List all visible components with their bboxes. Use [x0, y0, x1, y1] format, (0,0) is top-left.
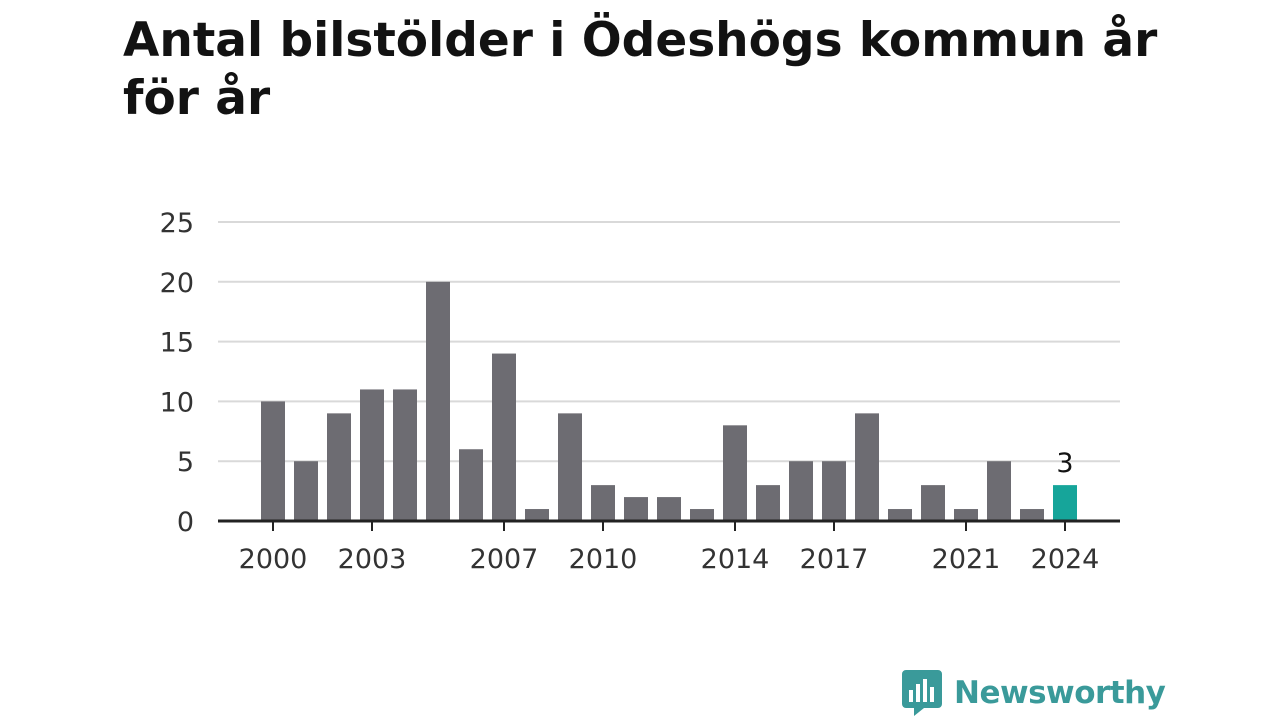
- y-tick-label: 10: [160, 387, 194, 418]
- newsworthy-logo: Newsworthy: [902, 670, 1166, 716]
- bar: [1020, 509, 1044, 521]
- data-label: 3: [1056, 448, 1073, 479]
- y-tick-label: 0: [177, 507, 194, 538]
- bar: [492, 353, 516, 521]
- bar: [591, 485, 615, 521]
- x-tick-label: 2000: [239, 544, 308, 575]
- bar: [558, 413, 582, 521]
- x-tick-label: 2024: [1031, 544, 1100, 575]
- bar: [294, 461, 318, 521]
- brand-name: Newsworthy: [954, 675, 1166, 711]
- x-tick-label: 2017: [800, 544, 869, 575]
- bar: [657, 497, 681, 521]
- bar: [789, 461, 813, 521]
- bar: [690, 509, 714, 521]
- chart-title: Antal bilstölder i Ödeshögs kommun år fö…: [123, 13, 1158, 126]
- bar: [393, 389, 417, 521]
- newsworthy-logo-icon: [902, 670, 942, 716]
- bar: [822, 461, 846, 521]
- y-tick-label: 15: [160, 328, 194, 359]
- x-tick-label: 2014: [701, 544, 770, 575]
- bar-highlight: [1053, 485, 1077, 521]
- x-tick-label: 2010: [569, 544, 638, 575]
- bar: [360, 389, 384, 521]
- data-labels: 3: [1056, 448, 1073, 479]
- bar: [525, 509, 549, 521]
- bar: [624, 497, 648, 521]
- bars: [261, 281, 1077, 521]
- bar: [987, 461, 1011, 521]
- x-tick-label: 2003: [338, 544, 407, 575]
- y-tick-label: 25: [160, 208, 194, 239]
- x-tick-label: 2021: [932, 544, 1001, 575]
- gridlines: [218, 221, 1120, 463]
- bar: [954, 509, 978, 521]
- y-tick-label: 5: [177, 447, 194, 478]
- x-tick-label: 2007: [470, 544, 539, 575]
- y-axis-ticks: 0 5 10 15 20 25: [160, 208, 194, 538]
- y-tick-label: 20: [160, 268, 194, 299]
- bar: [921, 485, 945, 521]
- bar: [855, 413, 879, 521]
- bar: [261, 401, 285, 521]
- bar: [723, 425, 747, 521]
- bar: [426, 281, 450, 521]
- bar: [327, 413, 351, 521]
- bar: [756, 485, 780, 521]
- bar: [459, 449, 483, 521]
- x-axis-ticks: 2000 2003 2007 2010 2014 2017 2021 2024: [239, 521, 1100, 575]
- bar: [888, 509, 912, 521]
